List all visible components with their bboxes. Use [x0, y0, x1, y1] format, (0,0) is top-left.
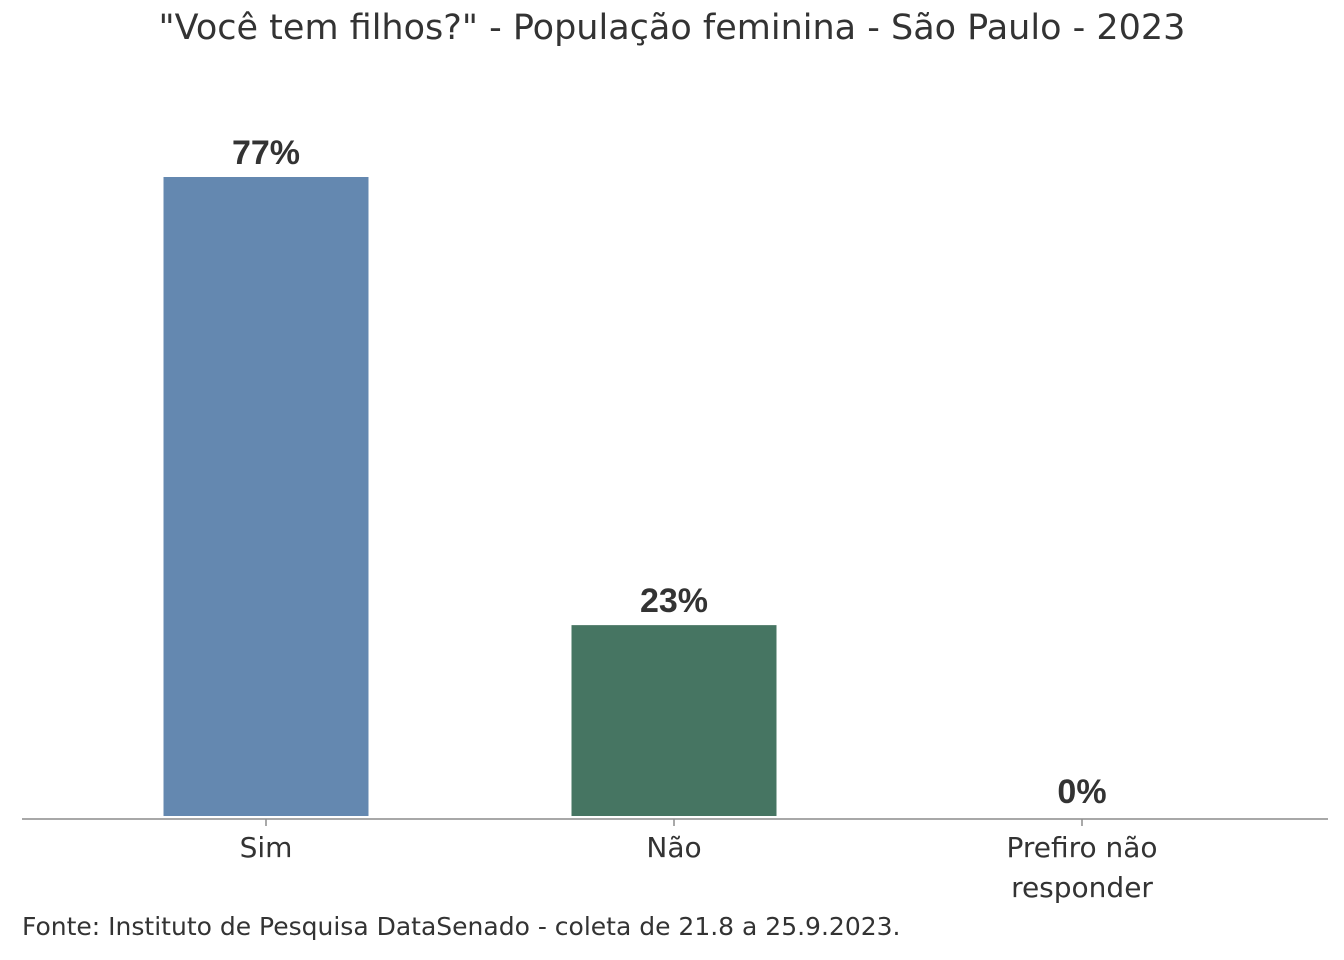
category-label-2: Prefiro não responder: [1006, 831, 1157, 904]
x-axis-ticks: [265, 819, 1083, 826]
bar-value-label-2: 0%: [1057, 773, 1106, 811]
category-label-0: Sim: [240, 831, 293, 864]
bar-value-label-1: 23%: [640, 582, 708, 620]
chart-title: "Você tem filhos?" - População feminina …: [158, 8, 1186, 48]
labels-layer: 77% Sim 23% Não 0% Prefiro não responder: [232, 134, 1158, 904]
bar-0: [163, 177, 369, 816]
source-note: Fonte: Instituto de Pesquisa DataSenado …: [22, 912, 901, 941]
bar-1: [571, 625, 777, 816]
bar-value-label-0: 77%: [232, 134, 300, 172]
category-label-1: Não: [646, 831, 701, 864]
bars-layer: [163, 177, 777, 816]
